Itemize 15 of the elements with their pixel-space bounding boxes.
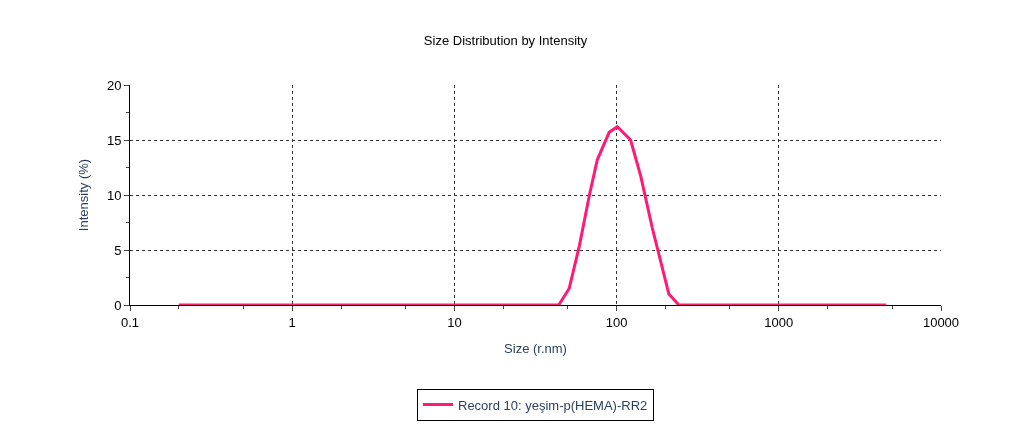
y-axis-title: Intensity (%) <box>75 158 91 232</box>
x-tick-label: 1000 <box>764 314 794 330</box>
x-axis-title: Size (r.nm) <box>504 341 567 357</box>
x-tick-label: 0.1 <box>120 314 140 330</box>
y-tick-label: 10 <box>106 187 122 203</box>
y-tick-label: 20 <box>106 77 122 93</box>
x-tick-label: 10000 <box>922 314 960 330</box>
y-tick-label: 5 <box>114 242 122 258</box>
y-tick-label: 0 <box>114 297 122 313</box>
chart-title: Size Distribution by Intensity <box>423 32 588 48</box>
y-tick-label: 15 <box>106 132 122 148</box>
x-tick-label: 10 <box>447 314 462 330</box>
x-tick-label: 100 <box>605 314 628 330</box>
x-tick-label: 1 <box>288 314 296 330</box>
legend-label: Record 10: yeşim-p(HEMA)-RR2 <box>458 397 648 413</box>
